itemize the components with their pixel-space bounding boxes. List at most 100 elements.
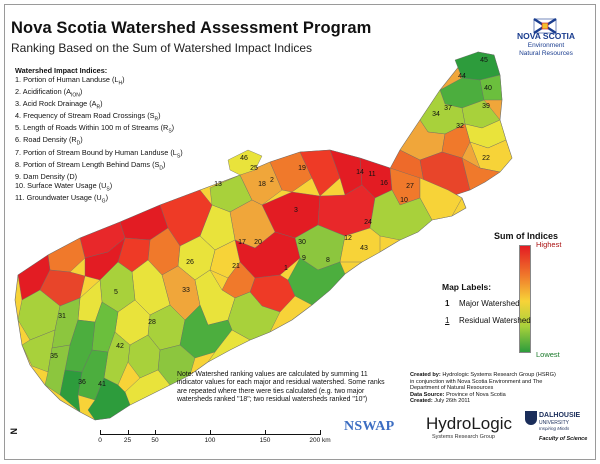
ranking-note: Note: Watershed ranking values are calcu… bbox=[177, 371, 385, 403]
legend-low-label: Lowest bbox=[536, 350, 560, 359]
dalhousie-logo: DALHOUSIE UNIVERSITY Inspiring Minds Fac… bbox=[525, 409, 587, 455]
major-watershed-sample: 1 bbox=[445, 299, 450, 308]
residual-watershed-label: Residual Watershed bbox=[459, 316, 531, 325]
dalhousie-logo-name: DALHOUSIE bbox=[539, 412, 581, 419]
north-arrow-label: N bbox=[9, 428, 19, 435]
scale-label: 150 bbox=[259, 437, 271, 444]
legend-high-label: Highest bbox=[536, 240, 562, 249]
watershed-label: 5 bbox=[114, 289, 118, 296]
watershed-label: 12 bbox=[344, 235, 352, 242]
watershed-label: 24 bbox=[364, 219, 372, 226]
created-date-value: July 26th 2011 bbox=[434, 398, 471, 405]
nova-scotia-logo-line1: Environment bbox=[527, 42, 565, 49]
nova-scotia-logo-line2: Natural Resources bbox=[519, 50, 573, 57]
impact-index-item: 6. Road Density (RD) bbox=[15, 135, 83, 147]
impact-index-item: 1. Portion of Human Landuse (LH) bbox=[15, 74, 125, 87]
created-by-value: Hydrologic Systems Research Group (HSRG) bbox=[442, 372, 556, 378]
scale-label: 25 bbox=[123, 437, 132, 444]
impact-index-item: 9. Dam Density (D) bbox=[15, 171, 78, 181]
watershed-label: 45 bbox=[480, 57, 488, 64]
watershed-label: 18 bbox=[258, 181, 266, 188]
impact-indices-items: 1. Portion of Human Landuse (LH) 2. Acidi… bbox=[15, 74, 183, 206]
legend-color-ramp bbox=[519, 245, 531, 353]
watershed-label: 1 bbox=[284, 265, 288, 272]
map-title: Nova Scotia Watershed Assessment Program bbox=[11, 19, 372, 37]
scale-label: 0 bbox=[98, 437, 102, 444]
watershed-label: 25 bbox=[250, 165, 258, 172]
watershed-label: 30 bbox=[298, 239, 306, 246]
watershed-label: 31 bbox=[58, 313, 66, 320]
dalhousie-crest-icon bbox=[525, 411, 537, 425]
scale-tick bbox=[265, 430, 266, 435]
north-arrow: N bbox=[9, 428, 19, 450]
hydrologic-logo: HydroLogic bbox=[426, 414, 512, 433]
watershed-label: 43 bbox=[360, 245, 368, 252]
watershed-label: 19 bbox=[298, 165, 306, 172]
hydrologic-logo-subtitle: Systems Research Group bbox=[432, 434, 495, 440]
impact-index-item: 4. Frequency of Stream Road Crossings (S… bbox=[15, 111, 161, 123]
impact-index-item: 11. Groundwater Usage (UG) bbox=[15, 192, 108, 205]
nova-scotia-logo-name: NOVA SCOTIA bbox=[516, 31, 576, 41]
watershed-label: 11 bbox=[368, 171, 375, 178]
map-labels-heading: Map Labels: bbox=[442, 282, 492, 292]
scale-tick bbox=[320, 430, 321, 435]
impact-index-item: 2. Acidification (AION) bbox=[15, 86, 83, 99]
map-subtitle: Ranking Based on the Sum of Watershed Im… bbox=[11, 41, 313, 55]
impact-index-item: 5. Length of Roads Within 100 m of Strea… bbox=[15, 123, 175, 135]
credits-conjunction: in conjunction with Nova Scotia Environm… bbox=[410, 378, 543, 392]
dalhousie-logo-tagline: Inspiring Minds bbox=[539, 426, 570, 431]
created-by-label: Created by: bbox=[410, 372, 441, 378]
watershed-label: 22 bbox=[482, 155, 490, 162]
watershed-label: 21 bbox=[232, 263, 240, 270]
watershed-label: 2 bbox=[270, 177, 274, 184]
major-watershed-label: Major Watershed bbox=[459, 299, 520, 308]
map-labels-legend: Map Labels: 1 Major Watershed 1 Residual W… bbox=[442, 282, 531, 325]
watershed-label: 39 bbox=[482, 103, 490, 110]
residual-watershed-entry: 1 Residual Watershed bbox=[445, 316, 531, 325]
scale-label: 200 km bbox=[309, 437, 331, 444]
scale-tick bbox=[155, 430, 156, 435]
watershed-label: 28 bbox=[148, 319, 156, 326]
watershed-label: 26 bbox=[186, 259, 194, 266]
scale-label: 50 bbox=[151, 437, 159, 444]
impact-indices-list: Watershed Impact Indices: 1. Portion of … bbox=[15, 66, 183, 206]
nova-scotia-flag-icon bbox=[533, 17, 557, 35]
impact-index-item: 3. Acid Rock Drainage (AR) bbox=[15, 99, 103, 111]
impact-index-item: 10. Surface Water Usage (US) bbox=[15, 180, 113, 193]
watershed-label: 34 bbox=[432, 111, 440, 118]
watershed-label: 40 bbox=[484, 85, 492, 92]
dalhousie-logo-university: UNIVERSITY bbox=[539, 420, 570, 426]
watershed-label: 35 bbox=[50, 353, 58, 360]
nswap-logo: NSWAP bbox=[344, 419, 395, 434]
nova-scotia-logo: NOVA SCOTIA Environment Natural Resource… bbox=[506, 15, 586, 65]
watershed-label: 16 bbox=[380, 180, 388, 187]
watershed-label: 3 bbox=[294, 207, 298, 214]
watershed-label: 27 bbox=[406, 183, 414, 190]
scale-label: 100 bbox=[204, 437, 216, 444]
watershed-label: 13 bbox=[214, 181, 222, 188]
residual-watershed-sample: 1 bbox=[445, 316, 450, 325]
watershed-label: 44 bbox=[458, 73, 466, 80]
watershed-label: 14 bbox=[356, 169, 364, 176]
scale-bar: 0 25 50 100 150 200 km bbox=[98, 425, 350, 455]
dalhousie-logo-faculty: Faculty of Science bbox=[539, 436, 588, 442]
watershed-label: 9 bbox=[302, 255, 306, 262]
watershed-label: 42 bbox=[116, 343, 124, 350]
scale-tick bbox=[100, 430, 101, 435]
watershed-label: 33 bbox=[182, 287, 190, 294]
watershed-regions bbox=[17, 51, 513, 421]
watershed-label: 41 bbox=[98, 381, 106, 388]
data-source-label: Data Source: bbox=[410, 391, 445, 398]
watershed-label: 8 bbox=[326, 257, 330, 264]
watershed-label: 10 bbox=[400, 197, 408, 204]
watershed-label: 17 bbox=[238, 239, 246, 246]
watershed-label: 37 bbox=[444, 105, 452, 112]
scale-tick bbox=[210, 430, 211, 435]
watershed-label: 46 bbox=[240, 155, 248, 162]
scale-tick bbox=[127, 430, 129, 435]
created-date-label: Created: bbox=[410, 398, 433, 405]
credits-block: Created by: Hydrologic Systems Research … bbox=[410, 372, 560, 405]
watershed-label: 36 bbox=[78, 379, 86, 386]
